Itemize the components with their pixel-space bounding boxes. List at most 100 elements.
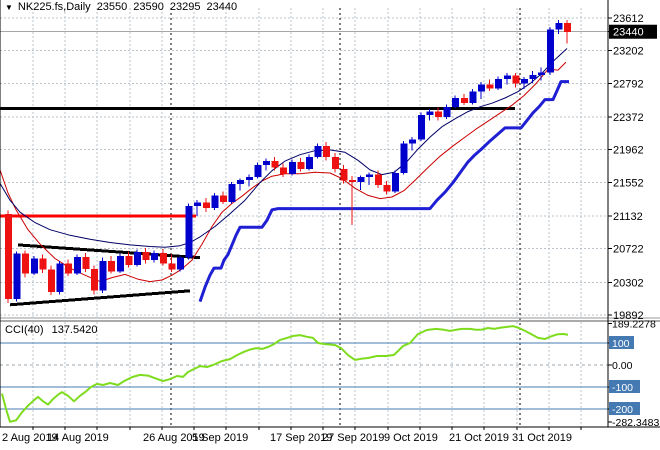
cci-level-badge (609, 336, 634, 349)
candle (194, 202, 202, 206)
panel-separator (0, 317, 660, 322)
cci-level-lines (0, 342, 608, 410)
candle (177, 257, 184, 270)
symbol-dropdown-icon[interactable]: ▼ (5, 2, 13, 12)
candle (503, 75, 511, 79)
candle (91, 268, 98, 291)
candle (228, 184, 236, 202)
candle (237, 180, 245, 185)
cci-level-badge (609, 402, 640, 415)
candle (263, 161, 270, 166)
candle (82, 256, 90, 269)
candle (374, 174, 382, 185)
cci-line (1, 325, 569, 423)
candle (555, 23, 563, 30)
candle (357, 177, 365, 182)
candle (426, 111, 434, 115)
candle (486, 84, 494, 89)
candle (469, 91, 477, 103)
cci-axis[interactable]: 189.2278 100 0.00 -100 -200-282.3483 (608, 318, 659, 429)
candle (48, 269, 55, 293)
candle (254, 165, 262, 178)
candle (460, 98, 468, 103)
candle (512, 75, 520, 84)
candle (306, 157, 313, 170)
candle (220, 195, 227, 202)
candle (22, 253, 30, 274)
svg-text:17 Sep 2019: 17 Sep 2019 (270, 432, 332, 444)
horizontal-level-lines[interactable] (0, 106, 515, 218)
svg-text:2 Aug 2019: 2 Aug 2019 (2, 432, 58, 444)
svg-text:-200: -200 (612, 404, 633, 416)
svg-text:9 Oct 2019: 9 Oct 2019 (384, 432, 438, 444)
svg-text:21132: 21132 (613, 211, 643, 223)
candle (116, 256, 124, 272)
candle (409, 139, 417, 144)
cci-indicator-label: CCI(40) 137.5420 (5, 324, 102, 336)
svg-text:20302: 20302 (613, 277, 644, 289)
current-price-badge (609, 24, 657, 39)
cci-value: 137.5420 (51, 324, 98, 336)
candle (452, 98, 460, 107)
candle (417, 114, 425, 140)
candle (185, 205, 193, 258)
candle (331, 157, 339, 170)
candle (56, 263, 64, 292)
candle (39, 258, 47, 270)
svg-text:21552: 21552 (613, 177, 644, 189)
candle (151, 252, 159, 261)
candle (435, 111, 442, 118)
candle (323, 145, 331, 158)
quote-close: 23440 (206, 1, 238, 13)
quote-bar: ▼ NK225.fs,Daily 23550 23590 23295 23440 (5, 1, 243, 13)
candle (65, 263, 73, 274)
candle (366, 174, 374, 177)
svg-text:189.2278: 189.2278 (612, 318, 656, 330)
candle (288, 161, 296, 174)
candle (495, 78, 503, 89)
svg-text:14 Aug 2019: 14 Aug 2019 (47, 432, 109, 444)
candle (125, 256, 133, 265)
candle (529, 74, 537, 79)
symbol-period-label: NK225.fs,Daily (17, 1, 91, 13)
svg-text:5 Sep 2019: 5 Sep 2019 (192, 432, 248, 444)
svg-text:21962: 21962 (613, 145, 644, 157)
svg-text:22372: 22372 (613, 112, 644, 124)
candle (134, 252, 141, 265)
candle (73, 256, 81, 274)
trendlines[interactable] (9, 243, 201, 307)
price-axis[interactable]: 23612 23440 23202 22792 22372 21962 21552 21132… (608, 13, 657, 322)
candle (400, 143, 408, 173)
svg-text:23440: 23440 (613, 27, 644, 39)
axis-frame (0, 0, 660, 428)
svg-text:31 Oct 2019: 31 Oct 2019 (512, 432, 572, 444)
candle (478, 84, 485, 92)
candle (99, 260, 107, 291)
candle (280, 167, 288, 174)
candle (30, 258, 38, 274)
trailing-stop-line (198, 80, 569, 303)
candle (443, 106, 451, 118)
candle (13, 253, 21, 300)
quote-low: 23295 (169, 1, 201, 13)
candle (142, 252, 150, 261)
svg-text:19892: 19892 (613, 310, 644, 322)
candle (392, 173, 399, 192)
candle (383, 185, 391, 192)
candle (202, 202, 210, 209)
svg-text:22792: 22792 (613, 78, 644, 90)
quote-high: 23590 (133, 1, 164, 13)
candlesticks[interactable] (5, 19, 571, 304)
candle (168, 263, 176, 270)
quote-open: 23550 (96, 1, 128, 13)
svg-text:20722: 20722 (613, 244, 644, 256)
gridlines (0, 8, 608, 427)
svg-text:23202: 23202 (613, 46, 644, 58)
svg-text:-282.3483: -282.3483 (612, 417, 659, 429)
candle (340, 169, 348, 181)
candle (159, 252, 167, 264)
cci-level-badge (609, 380, 640, 393)
svg-text:-100: -100 (612, 382, 633, 394)
